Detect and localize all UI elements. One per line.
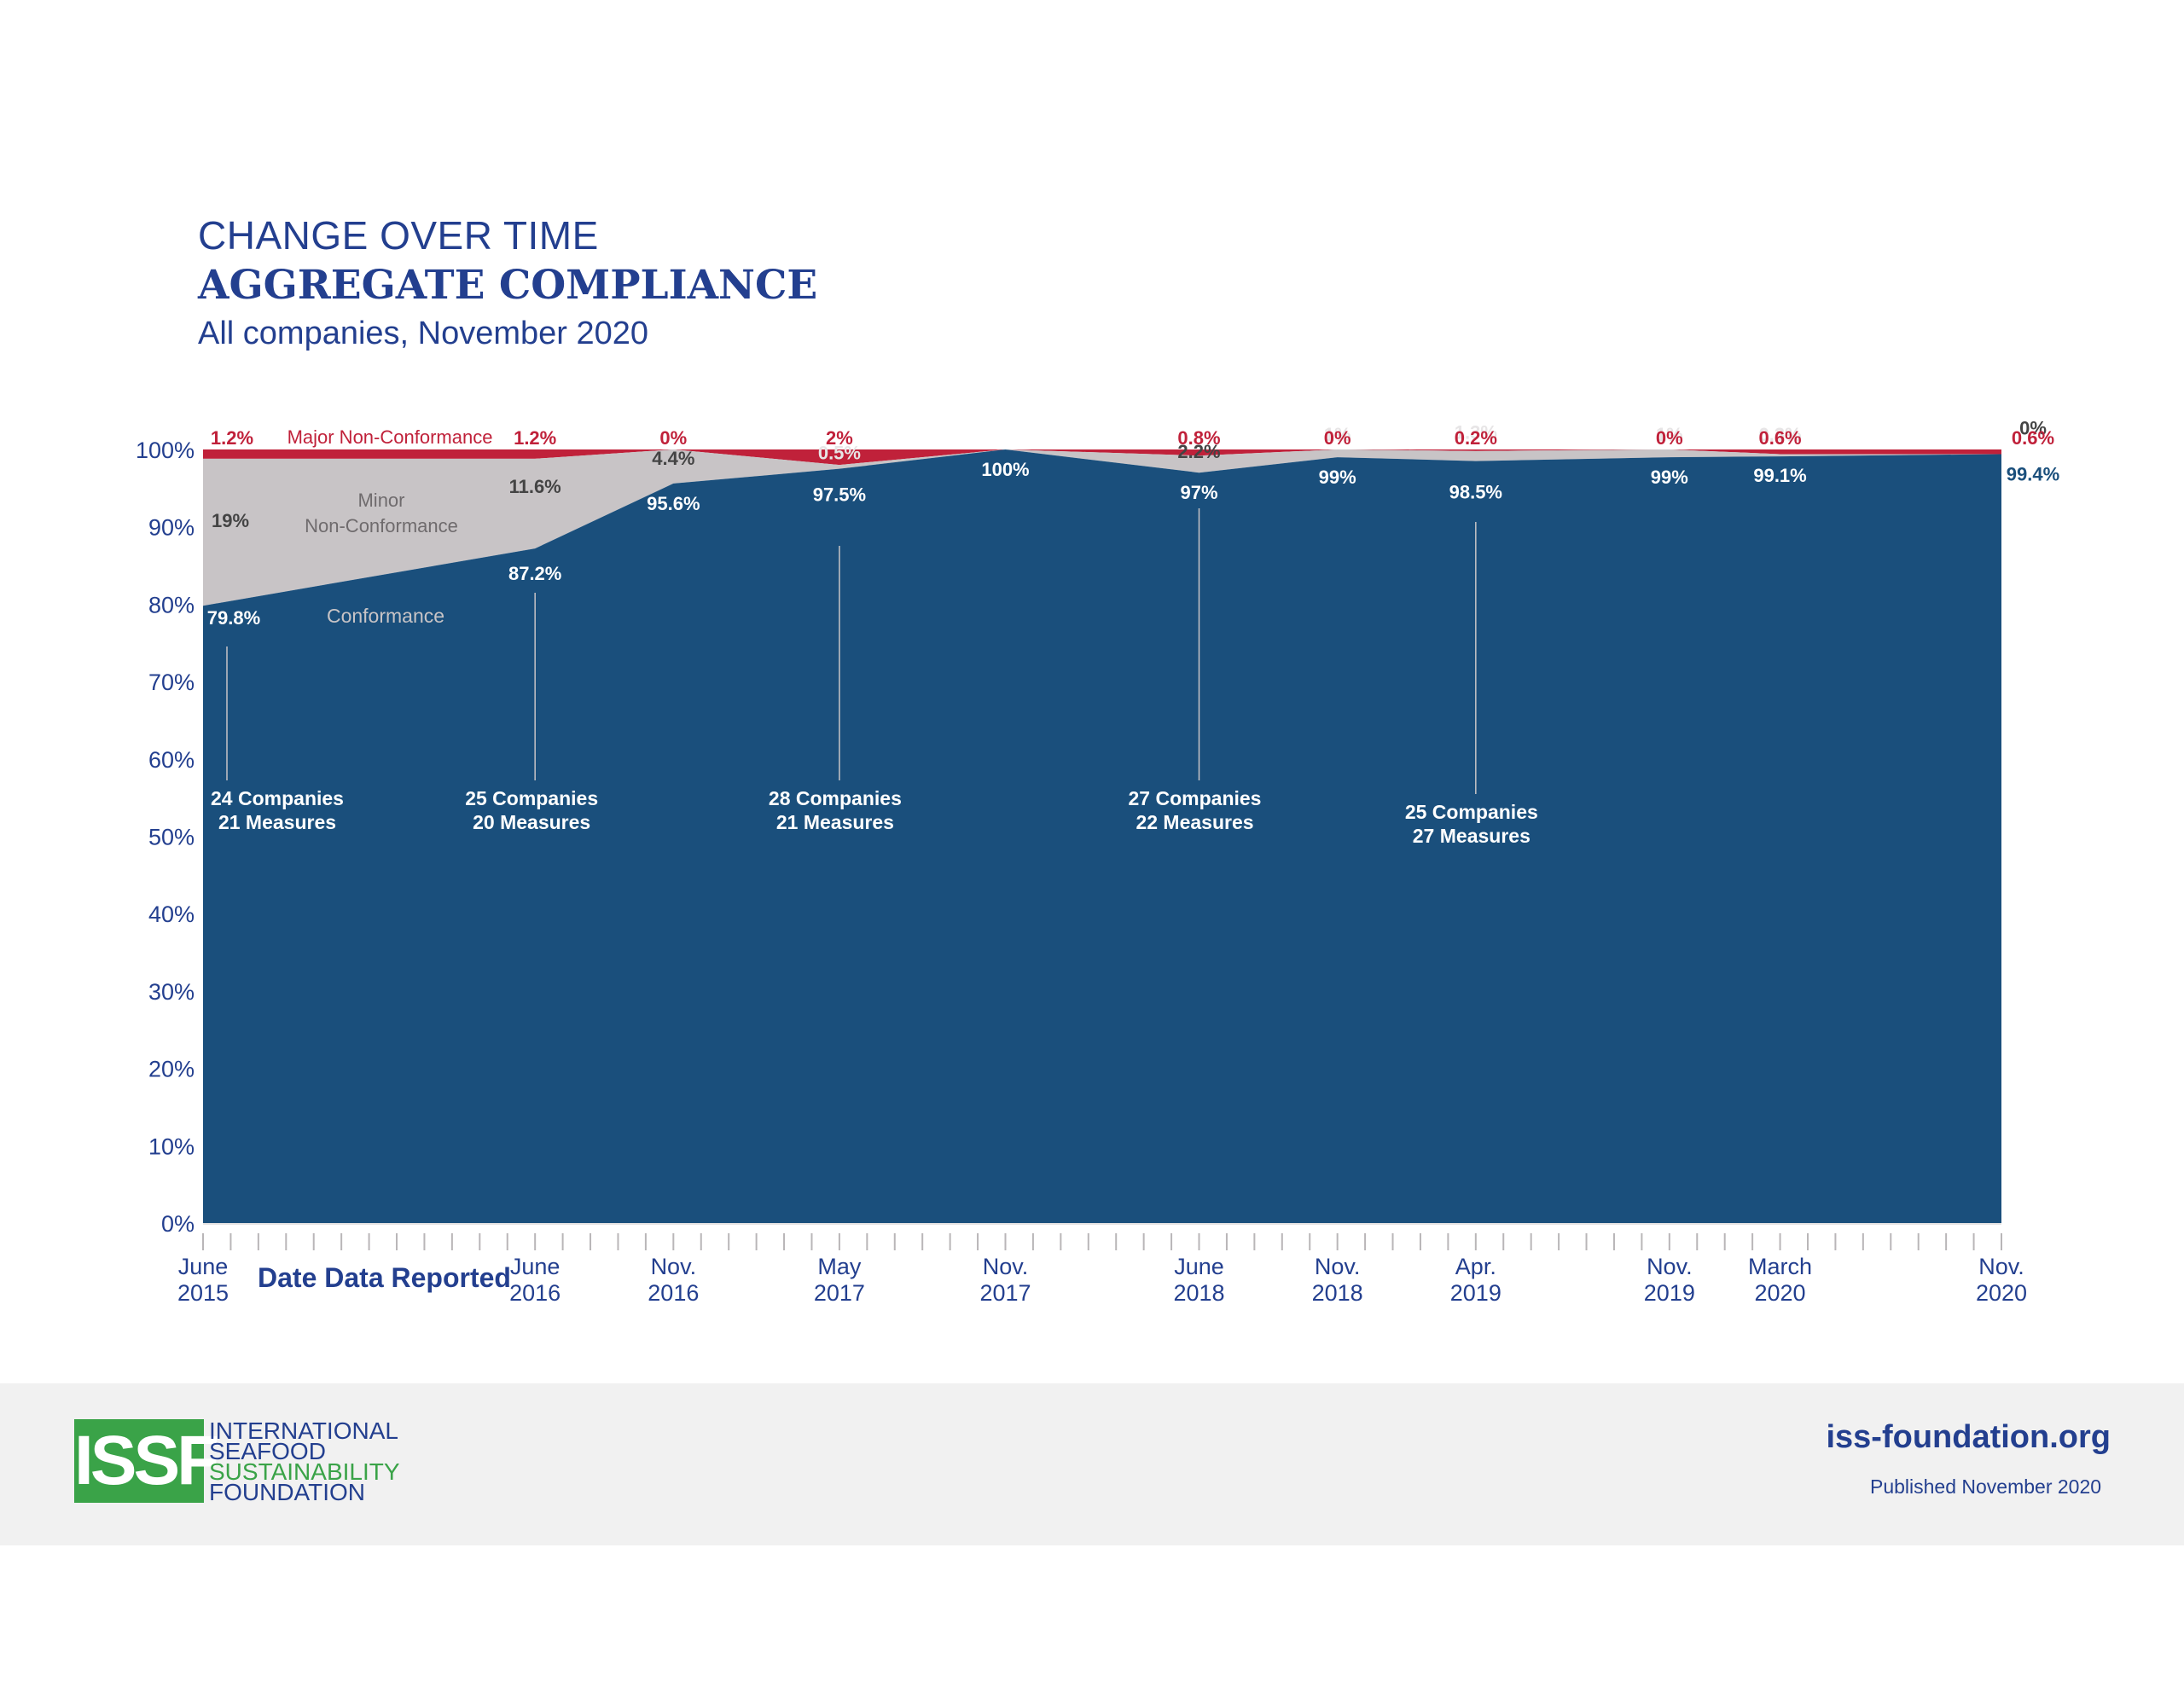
minor-value-label: 2.2% (1177, 441, 1220, 462)
y-tick-label: 0% (161, 1211, 195, 1237)
major-value-label: 1.2% (514, 427, 556, 449)
y-tick-label: 50% (148, 825, 195, 850)
y-tick-label: 60% (148, 747, 195, 773)
x-tick-label: Nov. (1978, 1254, 2024, 1279)
logo-line-seafood: SEAFOOD (209, 1438, 326, 1464)
published-date: Published November 2020 (1870, 1475, 2102, 1498)
conformance-value-label: 97.5% (813, 484, 866, 506)
annotation-label: 24 Companies (211, 787, 344, 809)
x-tick-label: 2020 (1976, 1280, 2027, 1306)
chart-title: AGGREGATE COMPLIANCE (198, 262, 818, 309)
x-tick-label: June (510, 1254, 561, 1279)
major-value-label: 1.2% (211, 427, 253, 449)
minor-series-label: Non-Conformance (305, 515, 458, 536)
x-tick-label: 2016 (509, 1280, 561, 1306)
x-tick-label: Nov. (651, 1254, 697, 1279)
major-value-label: 0.6% (2012, 427, 2054, 449)
website-link[interactable]: iss-foundation.org (1826, 1419, 2111, 1455)
x-tick-label: June (178, 1254, 229, 1279)
x-tick-label: Nov. (983, 1254, 1029, 1279)
y-tick-label: 40% (148, 901, 195, 927)
minor-series-label: Minor (357, 490, 404, 511)
x-tick-label: Nov. (1647, 1254, 1693, 1279)
logo-line-sustainability: SUSTAINABILITY (209, 1458, 400, 1485)
minor-value-label: 1% (1324, 424, 1351, 445)
major-series-label: Major Non-Conformance (288, 426, 493, 448)
minor-value-label: 1.3% (1455, 422, 1497, 443)
annotation-label: 25 Companies (1405, 801, 1538, 823)
annotation-label: 20 Measures (473, 811, 590, 833)
minor-value-label: 0.5% (818, 443, 861, 464)
conformance-series-label: Conformance (327, 605, 444, 627)
x-tick-label: March (1748, 1254, 1812, 1279)
minor-value-label: 0% (2019, 417, 2047, 438)
major-value-label: 0% (1324, 427, 1351, 449)
x-tick-label: Nov. (1315, 1254, 1361, 1279)
y-tick-label: 70% (148, 670, 195, 695)
annotation-label: 28 Companies (769, 787, 902, 809)
annotation-label: 22 Measures (1136, 811, 1253, 833)
x-tick-label: 2018 (1312, 1280, 1363, 1306)
x-tick-label: 2019 (1450, 1280, 1502, 1306)
y-tick-label: 30% (148, 979, 195, 1005)
y-tick-label: 90% (148, 515, 195, 541)
annotation-label: 27 Companies (1129, 787, 1262, 809)
x-tick-label: 2016 (648, 1280, 699, 1306)
footer: ISSF INTERNATIONAL SEAFOOD SUSTAINABILIT… (0, 1383, 2184, 1545)
minor-value-label: 1% (1656, 424, 1683, 445)
issf-logo-mark: ISSF (74, 1419, 219, 1503)
title-block: CHANGE OVER TIME AGGREGATE COMPLIANCE Al… (198, 212, 817, 355)
major-value-label: 2% (826, 427, 853, 449)
issf-logo[interactable]: ISSF INTERNATIONAL SEAFOOD SUSTAINABILIT… (74, 1417, 400, 1505)
major-value-label: 0.6% (1758, 427, 1801, 449)
x-tick-label: 2019 (1644, 1280, 1695, 1306)
logo-line-foundation: FOUNDATION (209, 1479, 366, 1505)
annotation-label: 21 Measures (218, 811, 336, 833)
conformance-value-label: 100% (981, 459, 1029, 480)
x-tick-label: Apr. (1455, 1254, 1496, 1279)
x-tick-label: May (817, 1254, 862, 1279)
conformance-value-label: 95.6% (647, 493, 700, 514)
minor-nonconformance-area (203, 449, 2001, 606)
minor-value-label: 19% (212, 510, 249, 531)
logo-line-international: INTERNATIONAL (209, 1417, 398, 1444)
conformance-value-label: 79.8% (207, 607, 260, 629)
minor-value-label: 0.3% (1758, 424, 1801, 445)
y-tick-label: 100% (136, 438, 195, 463)
conformance-value-label: 99.4% (2007, 463, 2059, 484)
annotation-label: 21 Measures (776, 811, 894, 833)
y-tick-label: 80% (148, 592, 195, 617)
major-value-label: 0.8% (1177, 427, 1220, 449)
conformance-value-label: 99% (1651, 467, 1688, 488)
annotation-label: 27 Measures (1413, 825, 1531, 847)
x-tick-label: 2015 (177, 1280, 229, 1306)
major-value-label: 0.2% (1455, 427, 1497, 449)
minor-value-label: 11.6% (509, 476, 561, 497)
conformance-value-label: 97% (1180, 482, 1217, 503)
issf-logo-text: INTERNATIONAL SEAFOOD SUSTAINABILITY FOU… (209, 1417, 400, 1505)
conformance-value-label: 98.5% (1449, 482, 1502, 503)
conformance-value-label: 87.2% (508, 563, 561, 584)
x-axis-title: Date Data Reported (258, 1262, 511, 1293)
conformance-value-label: 99% (1319, 467, 1356, 488)
minor-value-label: 4.4% (652, 448, 694, 469)
chart-subtitle: All companies, November 2020 (198, 316, 649, 351)
chart-supertitle: CHANGE OVER TIME (198, 213, 599, 258)
y-tick-label: 20% (148, 1057, 195, 1082)
major-value-label: 0% (1656, 427, 1683, 449)
x-tick-label: 2018 (1173, 1280, 1224, 1306)
conformance-value-label: 99.1% (1753, 465, 1806, 486)
compliance-area-chart: 0%10%20%30%40%50%60%70%80%90%100%June201… (136, 417, 2059, 1306)
x-tick-label: 2017 (814, 1280, 865, 1306)
x-tick-label: 2020 (1755, 1280, 1806, 1306)
x-tick-label: June (1174, 1254, 1224, 1279)
conformance-area (203, 449, 2001, 1223)
major-value-label: 0% (659, 427, 687, 449)
y-tick-label: 10% (148, 1133, 195, 1159)
annotation-label: 25 Companies (465, 787, 598, 809)
x-tick-label: 2017 (979, 1280, 1031, 1306)
